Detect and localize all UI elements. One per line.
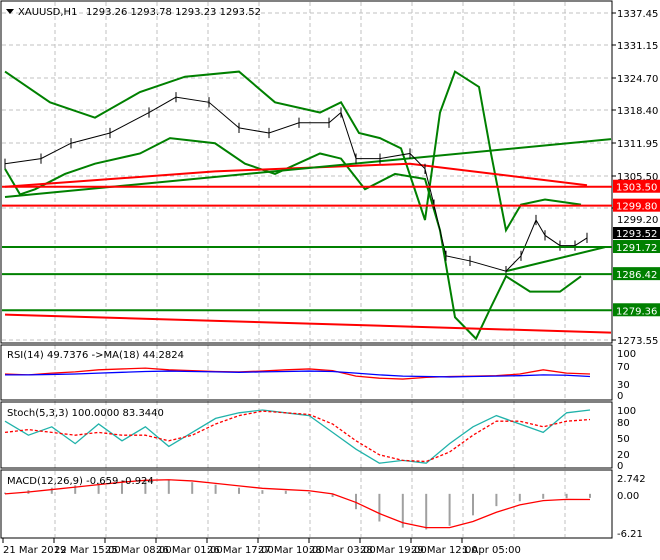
time-axis-label: 1 Apr 05:00 [462, 545, 521, 556]
rsi-axis-label: 70 [617, 362, 630, 373]
level-tag [613, 179, 660, 193]
rsi-label: RSI(14) 49.7376 ->MA(18) 44.2824 [7, 350, 184, 361]
moving-average-line [4, 162, 588, 188]
level-tag [613, 303, 660, 317]
stoch-panel [0, 401, 613, 469]
level-tag-label: 1279.36 [616, 306, 657, 317]
rsi-panel [0, 344, 613, 401]
time-axis-label: 28 Mar 03:00 [309, 545, 376, 556]
stoch-main-line [4, 409, 591, 464]
main-panel [0, 0, 613, 344]
grid [2, 2, 612, 537]
bollinger-upper-line [4, 70, 582, 234]
collapse-triangle-icon[interactable] [6, 9, 14, 14]
price-axis-label: 1305.50 [617, 172, 658, 183]
trendline-red [4, 313, 612, 334]
price-axis-label: 1331.15 [617, 41, 658, 52]
level-tag-label: 1291.72 [616, 243, 657, 254]
rsi-ma-line [5, 370, 591, 378]
stoch-axis-label: 80 [617, 418, 630, 429]
rsi-axis-label: 100 [617, 349, 636, 360]
price-axis-label: 1311.95 [617, 139, 658, 150]
time-axis-label: 29 Mar 12:00 [411, 545, 478, 556]
macd-panel [0, 469, 613, 539]
macd-axis-label: 2.742 [617, 474, 646, 485]
stoch-signal-line [4, 410, 591, 463]
macd-label: MACD(12,26,9) -0.659 -0.924 [7, 476, 154, 487]
trendline-green-low [505, 246, 606, 273]
bollinger-lower-line [4, 137, 582, 341]
level-tag-label: 1286.42 [616, 270, 657, 281]
price-line [4, 96, 588, 272]
macd-signal-line [4, 479, 591, 529]
price-axis-label: 1324.70 [617, 74, 658, 85]
level-tag [613, 267, 660, 281]
level-tag [613, 198, 660, 212]
macd-axis-label: -6.21 [617, 529, 643, 540]
time-axis-label: 27 Mar 10:00 [258, 545, 325, 556]
level-tag-label: 1299.80 [616, 202, 657, 213]
level-tag [613, 240, 660, 254]
stoch-axis-label: 100 [617, 406, 636, 417]
time-axis-label: 21 Mar 2019 [3, 545, 66, 556]
trendline-green [4, 138, 612, 198]
stoch-axis-label: 0 [617, 461, 623, 472]
rsi-axis-label: 30 [617, 380, 630, 391]
price-axis-label: 1299.20 [617, 215, 658, 226]
symbol-label: XAUUSD,H1 [18, 7, 77, 18]
current-price-tag [613, 227, 660, 239]
time-axis-label: 28 Mar 19:00 [360, 545, 427, 556]
time-axis-label: 26 Mar 01:00 [156, 545, 223, 556]
rsi-axis-label: 0 [617, 391, 623, 402]
price-axis-label: 1337.45 [617, 9, 658, 20]
time-axis-label: 25 Mar 08:00 [105, 545, 172, 556]
level-tag-label: 1303.50 [616, 183, 657, 194]
ohlc-values: 1293.26 1293.78 1293.23 1293.52 [86, 7, 261, 18]
stoch-axis-label: 20 [617, 450, 630, 461]
price-axis-label: 1318.40 [617, 106, 658, 117]
stoch-label: Stoch(5,3,3) 100.0000 83.3440 [7, 408, 164, 419]
time-axis-label: 22 Mar 15:00 [54, 545, 121, 556]
current-price-label: 1293.52 [616, 229, 657, 240]
price-axis-label: 1273.55 [617, 336, 658, 347]
macd-axis-label: 0.00 [617, 491, 639, 502]
time-axis-label: 26 Mar 17:00 [207, 545, 274, 556]
stoch-axis-label: 50 [617, 434, 630, 445]
